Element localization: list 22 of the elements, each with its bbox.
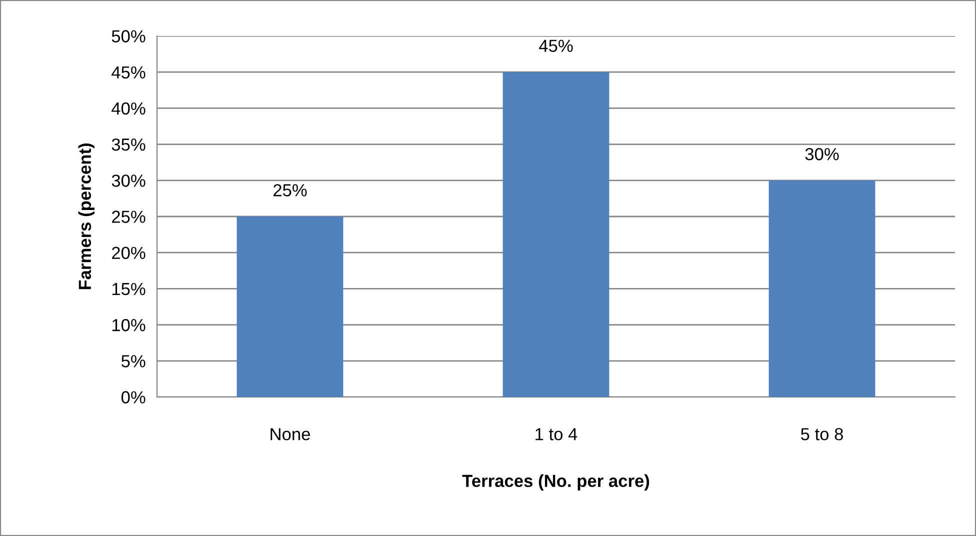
y-tick-label: 40% <box>112 102 146 115</box>
y-tick-label: 30% <box>112 174 146 187</box>
y-tick-label: 25% <box>112 210 146 223</box>
y-tick-label: 20% <box>112 246 146 260</box>
y-tick-label: 45% <box>112 66 146 79</box>
y-tick-label: 35% <box>112 138 146 151</box>
y-tick-label: 15% <box>112 282 146 296</box>
data-label: 30% <box>805 148 839 160</box>
data-label: 25% <box>274 184 307 196</box>
y-axis-title: Farmers (percent) <box>78 144 94 290</box>
y-tick-label: 50% <box>112 30 146 42</box>
data-label: 45% <box>539 40 573 52</box>
y-tick-label: 5% <box>121 355 146 368</box>
x-axis-title: Terraces (No. per acre) <box>462 474 650 490</box>
x-tick-label: None <box>270 428 310 440</box>
y-tick-label: 0% <box>121 391 146 404</box>
bar <box>236 216 344 397</box>
y-tick-label: 10% <box>112 318 146 332</box>
bar <box>502 72 610 397</box>
x-tick-label: 1 to 4 <box>536 428 578 440</box>
x-tick-label: 5 to 8 <box>800 428 843 440</box>
bar <box>768 180 876 397</box>
